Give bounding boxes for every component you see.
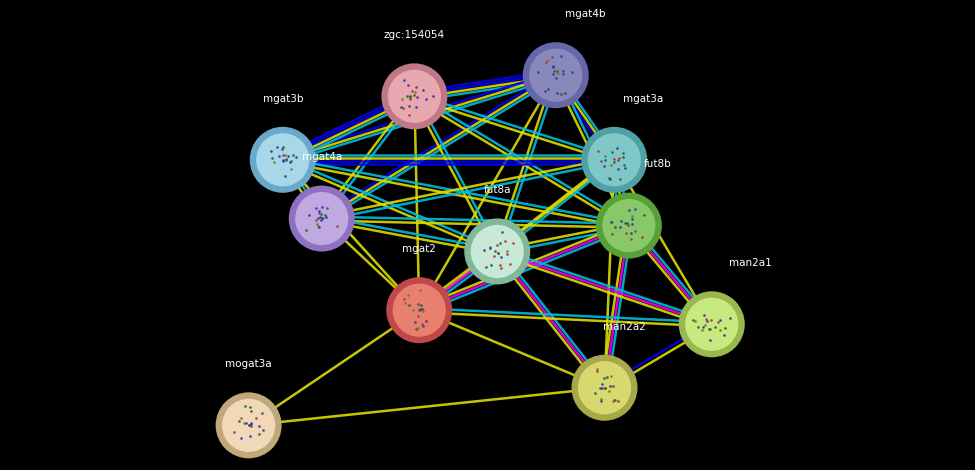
Text: fut8a: fut8a	[484, 185, 511, 195]
Circle shape	[576, 360, 633, 416]
Text: fut8b: fut8b	[644, 159, 672, 169]
Circle shape	[381, 63, 448, 129]
Text: mgat4b: mgat4b	[565, 9, 605, 19]
Circle shape	[679, 291, 745, 357]
Circle shape	[289, 186, 355, 251]
Text: mgat2: mgat2	[403, 244, 436, 254]
Text: mgat3a: mgat3a	[623, 94, 664, 103]
Circle shape	[581, 127, 647, 193]
Circle shape	[215, 392, 282, 458]
Circle shape	[527, 47, 584, 103]
Text: mgat4a: mgat4a	[301, 152, 342, 162]
Text: zgc:154054: zgc:154054	[384, 30, 445, 40]
Circle shape	[391, 282, 448, 338]
Circle shape	[601, 197, 657, 254]
Circle shape	[571, 355, 638, 421]
Text: mgat3b: mgat3b	[262, 94, 303, 103]
Text: man2a1: man2a1	[729, 258, 772, 268]
Circle shape	[386, 277, 452, 343]
Circle shape	[250, 127, 316, 193]
Circle shape	[464, 219, 530, 284]
Text: mogat3a: mogat3a	[225, 359, 272, 369]
Circle shape	[293, 190, 350, 247]
Circle shape	[254, 132, 311, 188]
Circle shape	[469, 223, 526, 280]
Circle shape	[586, 132, 643, 188]
Circle shape	[220, 397, 277, 454]
Circle shape	[596, 193, 662, 258]
Circle shape	[386, 68, 443, 125]
Text: man2a2: man2a2	[603, 321, 645, 331]
Circle shape	[683, 296, 740, 352]
Circle shape	[523, 42, 589, 108]
